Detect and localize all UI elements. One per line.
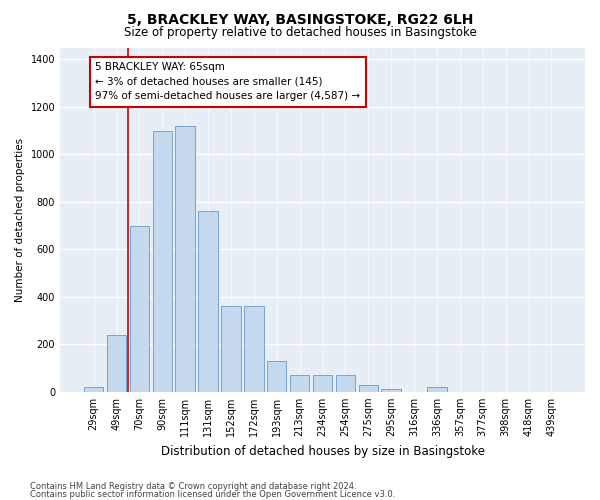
Bar [313,375,332,392]
Text: Size of property relative to detached houses in Basingstoke: Size of property relative to detached ho… [124,26,476,39]
Bar [335,375,355,392]
Bar [175,126,195,392]
Bar [427,387,446,392]
Text: 5, BRACKLEY WAY, BASINGSTOKE, RG22 6LH: 5, BRACKLEY WAY, BASINGSTOKE, RG22 6LH [127,12,473,26]
Bar [221,306,241,392]
Bar [359,384,378,392]
Bar [130,226,149,392]
Bar [382,390,401,392]
Text: Contains HM Land Registry data © Crown copyright and database right 2024.: Contains HM Land Registry data © Crown c… [30,482,356,491]
Bar [84,387,103,392]
Bar [267,361,286,392]
Text: 5 BRACKLEY WAY: 65sqm
← 3% of detached houses are smaller (145)
97% of semi-deta: 5 BRACKLEY WAY: 65sqm ← 3% of detached h… [95,62,361,102]
Text: Contains public sector information licensed under the Open Government Licence v3: Contains public sector information licen… [30,490,395,499]
Y-axis label: Number of detached properties: Number of detached properties [15,138,25,302]
X-axis label: Distribution of detached houses by size in Basingstoke: Distribution of detached houses by size … [161,444,485,458]
Bar [152,130,172,392]
Bar [199,212,218,392]
Bar [107,335,126,392]
Bar [244,306,263,392]
Bar [290,375,310,392]
